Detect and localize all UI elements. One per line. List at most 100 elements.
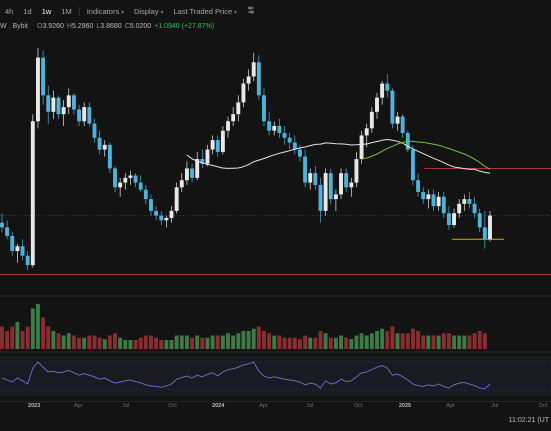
time-axis-divider: [0, 401, 551, 402]
candle-body: [10, 235, 15, 251]
candle-body: [236, 102, 241, 115]
display-menu[interactable]: Display ▾: [134, 6, 164, 16]
volume-bar: [359, 333, 364, 349]
candle-body: [164, 217, 169, 221]
candle-body: [375, 97, 379, 112]
candle-body: [200, 159, 205, 164]
candle-body: [20, 246, 25, 256]
candle-body: [25, 255, 30, 266]
interval-1w-button[interactable]: 1w: [41, 6, 52, 16]
candle-body: [174, 187, 179, 211]
volume-bar: [169, 340, 174, 349]
volume-bar: [184, 335, 189, 349]
candle-body: [349, 182, 354, 188]
candle-body: [282, 133, 287, 138]
candle-body: [251, 62, 256, 77]
volume-bar: [436, 335, 441, 349]
candle-body: [71, 95, 76, 110]
candle-body: [226, 121, 230, 131]
volume-bar: [149, 335, 153, 349]
volume-bar: [262, 331, 266, 349]
caret-down-icon: ▾: [160, 9, 164, 16]
volume-bar: [118, 337, 123, 349]
time-label: 2023: [28, 403, 41, 409]
candle-body: [179, 180, 184, 188]
candle-body: [390, 90, 395, 124]
candle-body: [246, 76, 251, 84]
volume-bar: [246, 331, 251, 349]
volume-bar: [61, 335, 66, 349]
interval-4h-button[interactable]: 4h: [5, 6, 14, 16]
volume-bar: [133, 340, 138, 349]
volume-bar: [339, 335, 343, 349]
candle-body: [56, 97, 61, 115]
clock-readout: 11:02:21 (UT: [508, 417, 549, 424]
candle-body: [41, 57, 46, 96]
interval-1m-button[interactable]: 1M: [61, 6, 72, 16]
volume-bar: [138, 337, 143, 349]
moving-average-line: [361, 140, 491, 170]
volume-bar: [354, 335, 359, 349]
candle-body: [436, 196, 441, 207]
candle-body: [97, 137, 102, 150]
volume-bar: [364, 335, 369, 349]
time-label: Jul: [122, 403, 130, 409]
time-axis[interactable]: 2023 Apr Jul Oct 2024 Apr Jul Oct 2025 Apr Jul Oct: [0, 401, 551, 415]
volume-bar: [0, 326, 4, 349]
candle-body: [0, 222, 4, 228]
volume-bar: [25, 326, 30, 349]
candle-body: [66, 95, 71, 108]
volume-bar: [462, 335, 467, 349]
volume-bar: [344, 337, 349, 349]
candle-body: [482, 227, 487, 240]
volume-bar: [87, 335, 92, 349]
volume-bar: [102, 339, 107, 349]
candle-body: [231, 114, 236, 122]
interval-1d-button[interactable]: 1d: [23, 6, 32, 16]
volume-bar: [446, 333, 451, 349]
candle-body: [421, 192, 426, 200]
candle-body: [339, 173, 343, 195]
candle-body: [220, 130, 225, 152]
volume-bar: [251, 328, 256, 349]
open-value: O3.9260: [37, 23, 64, 30]
volume-bar: [56, 333, 61, 349]
volume-bar: [66, 333, 71, 349]
volume-bar: [143, 335, 148, 349]
candle-body: [113, 168, 117, 188]
volume-bar: [92, 335, 97, 349]
moving-average-line: [186, 138, 491, 174]
candle-body: [51, 97, 56, 112]
time-label: Oct: [168, 403, 177, 409]
settings-sliders-icon[interactable]: [242, 6, 260, 16]
candle-body: [36, 57, 40, 122]
price-chart[interactable]: [0, 34, 551, 401]
volume-bar: [457, 335, 462, 349]
candle-body: [303, 156, 308, 183]
last-traded-price-menu[interactable]: Last Traded Price ▾: [173, 6, 237, 16]
candle-body: [385, 83, 390, 91]
candle-body: [46, 95, 51, 112]
volume-bar: [303, 335, 308, 349]
close-value: C5.0200: [124, 23, 152, 30]
volume-bar: [41, 317, 46, 349]
time-label: Apr: [259, 403, 268, 409]
candle-body: [267, 121, 272, 131]
toolbar-separator: [78, 6, 80, 16]
candle-body: [133, 175, 138, 183]
candle-body: [184, 168, 189, 181]
volume-bar: [215, 335, 220, 349]
candle-body: [272, 125, 277, 131]
volume-bar: [113, 333, 117, 349]
volume-bar: [400, 333, 405, 349]
candle-body: [205, 149, 210, 164]
volume-bar: [308, 337, 313, 349]
volume-bar: [200, 337, 205, 349]
indicators-menu[interactable]: Indicators ▾: [86, 6, 124, 16]
volume-bar: [410, 328, 415, 349]
volume-bar: [272, 335, 277, 349]
candle-body: [256, 62, 261, 96]
candle-body: [210, 140, 215, 150]
volume-bar: [30, 308, 35, 349]
volume-bar: [390, 326, 395, 349]
